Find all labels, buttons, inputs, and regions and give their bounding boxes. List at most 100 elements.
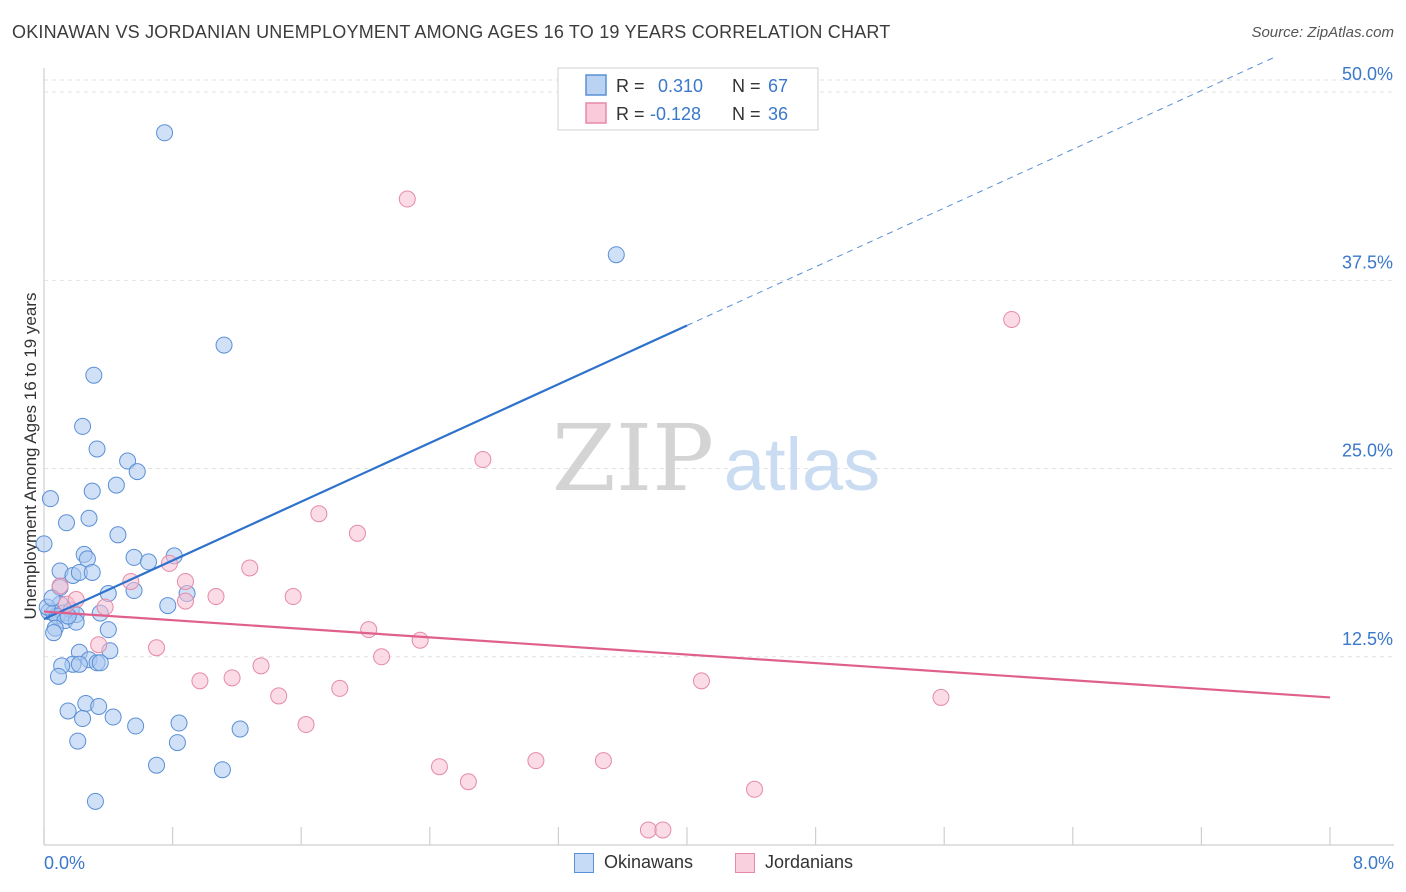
trend-lines xyxy=(43,57,1331,699)
legend-item-jordanians[interactable]: Jordanians xyxy=(735,852,853,873)
okinawan-point xyxy=(107,476,125,494)
okinawan-point xyxy=(213,761,231,779)
jordanian-point xyxy=(373,648,391,666)
okinawan-point xyxy=(58,514,76,532)
okinawan-point xyxy=(91,654,109,672)
okinawan-point xyxy=(80,509,98,527)
axes xyxy=(43,68,1394,846)
okinawan-point xyxy=(119,452,137,470)
jordanian-point xyxy=(746,780,764,798)
okinawan-point xyxy=(59,702,77,720)
y-tick-labels: 12.5% 25.0% 37.5% 50.0% xyxy=(1342,64,1393,649)
okinawan-point xyxy=(74,710,92,728)
jordanian-point xyxy=(90,636,108,654)
okinawan-trend-line xyxy=(43,324,688,621)
jordanian-point xyxy=(297,716,315,734)
okinawan-point xyxy=(49,667,67,685)
jordanian-point xyxy=(1003,310,1021,328)
jordanian-point xyxy=(474,451,492,469)
jordanian-point xyxy=(430,758,448,776)
okinawan-point xyxy=(41,490,59,508)
legend-swatch-okinawan xyxy=(585,74,607,96)
series-legend: Okinawans Jordanians xyxy=(0,852,1406,878)
okinawan-point xyxy=(74,417,92,435)
jordanian-point xyxy=(284,588,302,606)
jordanian-point xyxy=(411,631,429,649)
jordanian-point xyxy=(51,577,69,595)
okinawan-point xyxy=(88,440,106,458)
legend-n-value-okinawan: 67 xyxy=(768,76,788,96)
legend-r-label-jordanian: R = xyxy=(616,104,645,124)
jordanian-point xyxy=(594,752,612,770)
jordanian-point xyxy=(96,598,114,616)
jordanian-point xyxy=(191,672,209,690)
okinawan-point xyxy=(139,553,157,571)
jordanian-point xyxy=(223,669,241,687)
jordanian-point xyxy=(270,687,288,705)
legend-n-label-okinawan: N = xyxy=(732,76,761,96)
legend-swatch-okinawans xyxy=(574,852,594,873)
series-okinawans xyxy=(35,124,625,810)
x-tick-label-min: 0.0% xyxy=(44,853,85,873)
jordanian-point xyxy=(176,592,194,610)
okinawan-point xyxy=(43,589,61,607)
jordanian-point xyxy=(207,588,225,606)
jordanian-point xyxy=(360,621,378,639)
okinawan-trend-extension xyxy=(686,57,1275,326)
legend-item-okinawans[interactable]: Okinawans xyxy=(574,852,693,873)
jordanian-point xyxy=(692,672,710,690)
okinawan-point xyxy=(90,697,108,715)
legend-swatch-jordanian xyxy=(585,102,607,124)
okinawan-point xyxy=(70,655,88,673)
x-tick-label-max: 8.0% xyxy=(1353,853,1394,873)
jordanian-point xyxy=(932,688,950,706)
y-tick-label: 25.0% xyxy=(1342,441,1393,461)
y-tick-label: 12.5% xyxy=(1342,629,1393,649)
okinawan-point xyxy=(125,548,143,566)
y-tick-label: 50.0% xyxy=(1342,64,1393,84)
jordanian-point xyxy=(148,639,166,657)
legend-r-label-okinawan: R = xyxy=(616,76,645,96)
jordanian-trend-line xyxy=(43,610,1331,699)
okinawan-point xyxy=(156,124,174,142)
okinawan-point xyxy=(168,734,186,752)
jordanian-point xyxy=(241,559,259,577)
chart-title: OKINAWAN VS JORDANIAN UNEMPLOYMENT AMONG… xyxy=(12,22,891,42)
jordanian-point xyxy=(654,821,672,839)
legend-label-okinawans: Okinawans xyxy=(604,852,694,872)
jordanian-point xyxy=(348,524,366,542)
jordanian-point xyxy=(459,773,477,791)
y-tick-label: 37.5% xyxy=(1342,252,1393,272)
okinawan-point xyxy=(104,708,122,726)
y-axis-label: Unemployment Among Ages 16 to 19 years xyxy=(21,293,40,620)
legend-r-value-jordanian: -0.128 xyxy=(650,104,701,124)
jordanian-point xyxy=(310,505,328,523)
jordanian-point xyxy=(176,572,194,590)
okinawan-point xyxy=(231,720,249,738)
okinawan-point xyxy=(607,246,625,264)
legend-r-value-okinawan: 0.310 xyxy=(658,76,703,96)
legend-label-jordanians: Jordanians xyxy=(765,852,854,872)
okinawan-point xyxy=(128,463,146,481)
okinawan-point xyxy=(215,336,233,354)
legend-swatch-jordanians xyxy=(735,852,755,873)
source-credit: Source: ZipAtlas.com xyxy=(1251,24,1394,41)
okinawan-point xyxy=(83,563,101,581)
okinawan-point xyxy=(45,624,63,642)
okinawan-point xyxy=(99,621,117,639)
okinawan-point xyxy=(159,597,177,615)
okinawan-point xyxy=(148,756,166,774)
okinawan-point xyxy=(69,732,87,750)
jordanian-point xyxy=(398,190,416,208)
series-jordanians xyxy=(51,190,1021,839)
legend-n-label-jordanian: N = xyxy=(732,104,761,124)
legend-n-value-jordanian: 36 xyxy=(768,104,788,124)
watermark: ZIP atlas xyxy=(552,405,880,512)
watermark-atlas: atlas xyxy=(724,423,880,506)
jordanian-point xyxy=(527,752,545,770)
okinawan-point xyxy=(170,714,188,732)
okinawan-point xyxy=(127,717,145,735)
okinawan-point xyxy=(85,366,103,384)
okinawan-point xyxy=(86,792,104,810)
